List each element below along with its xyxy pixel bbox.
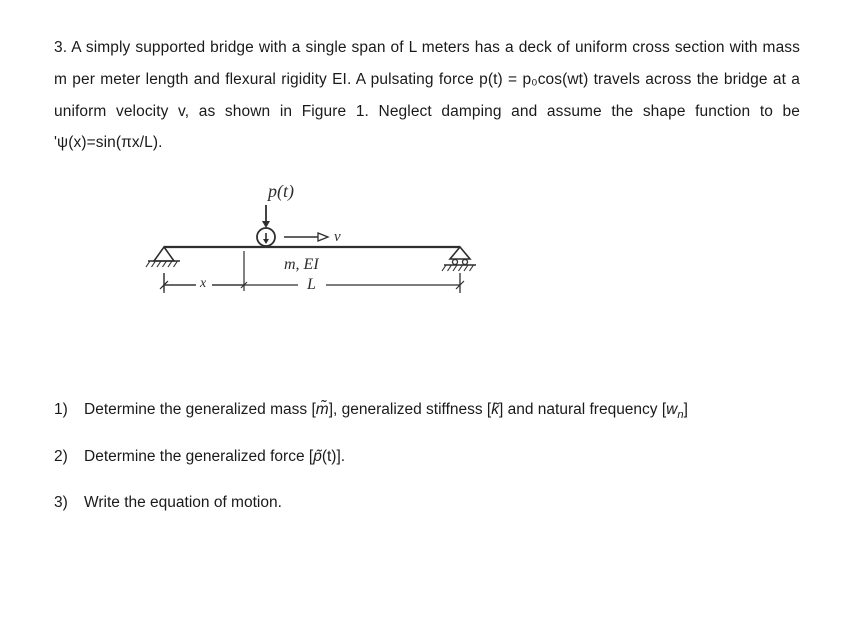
question-list: 1)Determine the generalized mass [m̃], g… — [54, 394, 800, 518]
question-body: Determine the generalized force [p̃(t)]. — [84, 441, 800, 473]
question-item: 2)Determine the generalized force [p̃(t)… — [54, 441, 800, 473]
question-item: 1)Determine the generalized mass [m̃], g… — [54, 394, 800, 427]
problem-body: A simply supported bridge with a single … — [54, 39, 800, 151]
question-item: 3)Write the equation of motion. — [54, 487, 800, 519]
svg-text:m, EI: m, EI — [284, 256, 319, 273]
problem-number: 3. — [54, 39, 67, 56]
question-number: 3) — [54, 487, 84, 519]
question-number: 1) — [54, 394, 84, 427]
svg-text:x: x — [199, 276, 207, 291]
svg-text:v: v — [334, 229, 341, 245]
question-body: Determine the generalized mass [m̃], gen… — [84, 394, 800, 427]
figure: p(t) v m, EI Lx — [54, 185, 800, 310]
svg-text:L: L — [306, 276, 316, 293]
question-number: 2) — [54, 441, 84, 473]
problem-statement: 3. A simply supported bridge with a sing… — [54, 32, 800, 159]
page: 3. A simply supported bridge with a sing… — [0, 0, 854, 547]
svg-text:p(t): p(t) — [266, 185, 294, 202]
question-body: Write the equation of motion. — [84, 487, 800, 519]
